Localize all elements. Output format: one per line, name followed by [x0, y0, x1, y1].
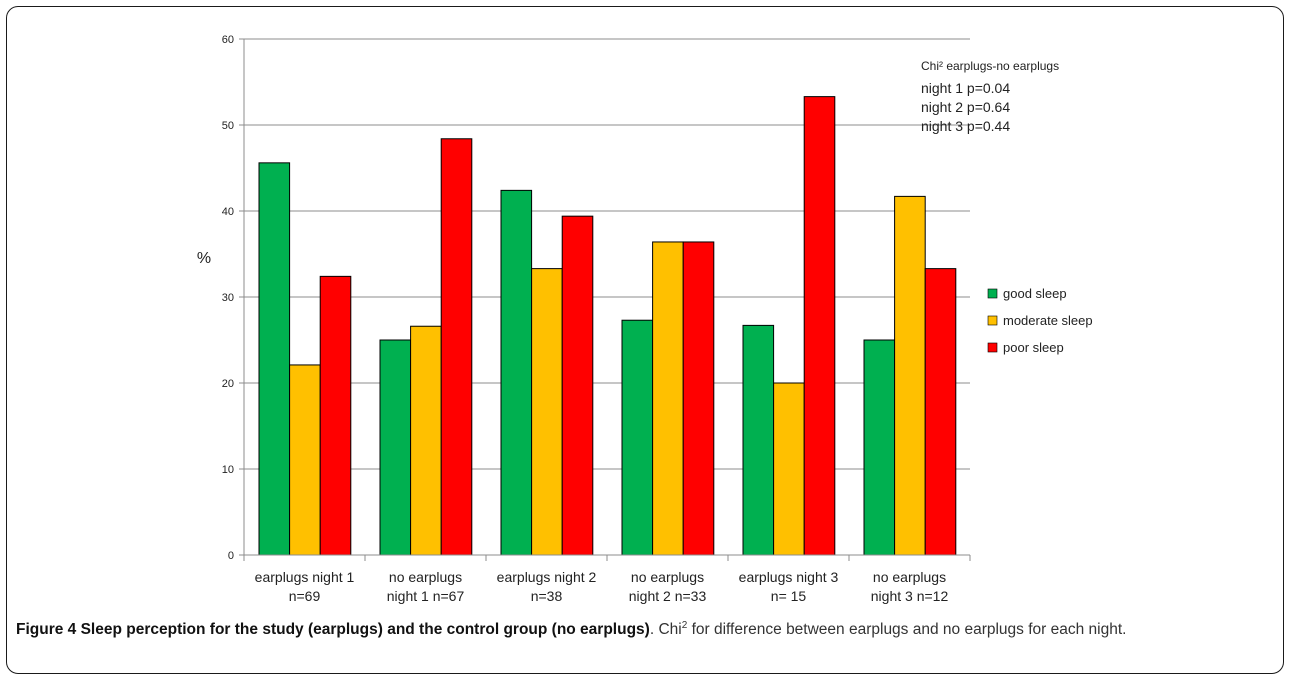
- x-category-label: n=69: [289, 588, 321, 604]
- legend-label: moderate sleep: [1003, 313, 1093, 328]
- annotation-line: night 3 p=0.44: [921, 118, 1010, 134]
- figure-caption: Figure 4 Sleep perception for the study …: [16, 615, 1276, 641]
- x-category-label: no earplugs: [631, 569, 704, 585]
- grid-lines: [244, 38, 970, 470]
- x-category-label: night 2 n=33: [629, 588, 707, 604]
- x-category-label: n=38: [531, 588, 563, 604]
- bar-chart: 0 10 20 30 40 50 60 earplugs night 1 n=69 no ear…: [197, 34, 1093, 604]
- legend-swatch: [987, 315, 998, 326]
- x-category-label: n= 15: [771, 588, 807, 604]
- bar-good-sleep-2: [379, 339, 412, 556]
- chi-square-annotation: Chi² earplugs-no earplugs night 1 p=0.04 n…: [921, 59, 1059, 134]
- legend-label: poor sleep: [1003, 340, 1064, 355]
- figure-frame: [6, 6, 1284, 674]
- bar-moderate-sleep-2: [410, 325, 442, 556]
- bar-moderate-sleep-5: [773, 382, 805, 556]
- x-category-label: night 1 n=67: [387, 588, 465, 604]
- bar-good-sleep-5: [742, 324, 775, 556]
- bar-good-sleep-3: [500, 189, 533, 556]
- bar-poor-sleep-2: [440, 138, 473, 556]
- bar-poor-sleep-6: [924, 268, 957, 556]
- bar-moderate-sleep-4: [652, 241, 684, 556]
- y-tick-label: 50: [222, 120, 234, 132]
- y-tick-labels: 0 10 20 30 40 50 60: [222, 34, 234, 562]
- bars: [258, 96, 957, 556]
- y-tick-label: 30: [222, 292, 234, 304]
- legend-swatch: [987, 288, 998, 299]
- bar-poor-sleep-4: [682, 241, 715, 556]
- bar-moderate-sleep-3: [531, 268, 563, 556]
- y-tick-label: 60: [222, 34, 234, 46]
- axes: [239, 38, 971, 561]
- x-category-label: earplugs night 1: [255, 569, 355, 585]
- annotation-title: Chi² earplugs-no earplugs: [921, 59, 1059, 73]
- legend-swatch: [987, 342, 998, 353]
- caption-pre: . Chi: [649, 621, 682, 639]
- bar-poor-sleep-1: [319, 275, 352, 556]
- bar-moderate-sleep-1: [289, 364, 321, 556]
- bar-moderate-sleep-6: [894, 195, 926, 556]
- x-category-label: earplugs night 3: [739, 569, 839, 585]
- legend-label: good sleep: [1003, 286, 1067, 301]
- bar-poor-sleep-3: [561, 215, 594, 556]
- y-tick-label: 0: [228, 550, 234, 562]
- bar-good-sleep-4: [621, 319, 654, 556]
- x-category-label: no earplugs: [873, 569, 946, 585]
- y-axis-label: %: [197, 250, 211, 267]
- annotation-line: night 2 p=0.64: [921, 99, 1010, 115]
- x-category-labels: earplugs night 1 n=69 no earplugs night 1 n…: [255, 569, 949, 604]
- bar-good-sleep-6: [863, 339, 896, 556]
- legend: good sleep moderate sleep poor sleep: [987, 286, 1093, 355]
- bar-good-sleep-1: [258, 162, 291, 556]
- y-tick-label: 10: [222, 464, 234, 476]
- x-category-label: night 3 n=12: [871, 588, 949, 604]
- x-category-label: no earplugs: [389, 569, 462, 585]
- y-tick-label: 20: [222, 378, 234, 390]
- y-tick-label: 40: [222, 206, 234, 218]
- caption-title: Figure 4 Sleep perception for the study …: [16, 621, 650, 639]
- bar-poor-sleep-5: [803, 96, 836, 556]
- caption-rest: for difference between earplugs and no e…: [687, 621, 1127, 639]
- x-category-label: earplugs night 2: [497, 569, 597, 585]
- annotation-line: night 1 p=0.04: [921, 80, 1010, 96]
- caption-sup: 2: [681, 620, 688, 631]
